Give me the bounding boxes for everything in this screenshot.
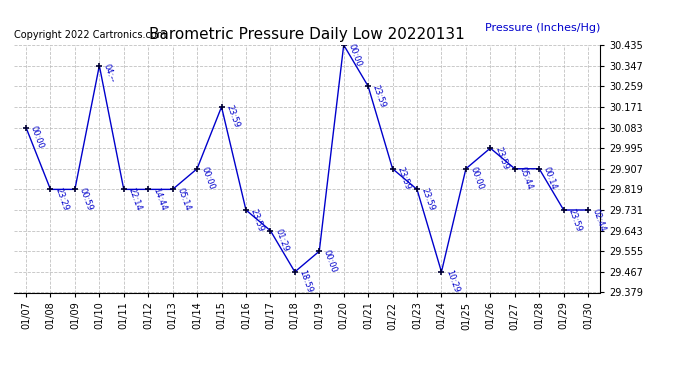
Text: 18:59: 18:59	[297, 269, 314, 295]
Text: 00:00: 00:00	[346, 42, 363, 68]
Text: 23:59: 23:59	[493, 146, 510, 171]
Text: 04:--: 04:--	[102, 63, 117, 84]
Text: 10:29: 10:29	[444, 269, 461, 294]
Text: 23:59: 23:59	[395, 166, 412, 192]
Text: 00:00: 00:00	[469, 166, 485, 191]
Text: 23:59: 23:59	[224, 104, 241, 130]
Text: 23:59: 23:59	[371, 84, 388, 109]
Text: 23:59: 23:59	[420, 187, 436, 212]
Text: 23:59: 23:59	[566, 207, 583, 233]
Text: 23:59: 23:59	[248, 207, 266, 233]
Text: 23:29: 23:29	[53, 187, 70, 212]
Text: 05:44: 05:44	[518, 166, 534, 191]
Text: 00:00: 00:00	[29, 125, 46, 150]
Text: 00:00: 00:00	[322, 249, 339, 274]
Text: 00:14: 00:14	[542, 166, 559, 191]
Text: Pressure (Inches/Hg): Pressure (Inches/Hg)	[485, 22, 600, 33]
Text: Copyright 2022 Cartronics.com: Copyright 2022 Cartronics.com	[14, 30, 166, 40]
Text: 02:44: 02:44	[591, 207, 607, 232]
Text: 22:14: 22:14	[126, 187, 143, 212]
Text: 00:59: 00:59	[78, 187, 95, 212]
Text: 00:00: 00:00	[200, 166, 217, 191]
Text: 01:29: 01:29	[273, 228, 290, 253]
Title: Barometric Pressure Daily Low 20220131: Barometric Pressure Daily Low 20220131	[149, 27, 465, 42]
Text: 05:14: 05:14	[175, 187, 192, 212]
Text: 14:44: 14:44	[151, 187, 168, 212]
